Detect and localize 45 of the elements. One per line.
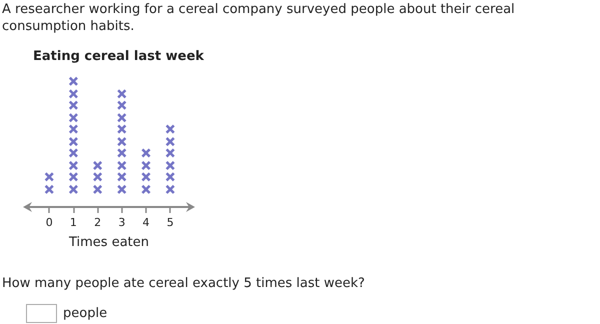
point [93, 161, 102, 170]
point [68, 113, 78, 122]
point [142, 161, 151, 170]
point [68, 184, 78, 194]
point [68, 76, 78, 86]
text: people [63, 306, 108, 321]
x-tick-label: 2 [94, 216, 102, 229]
point [68, 172, 78, 182]
point [93, 172, 102, 182]
text: How many people ate cereal exactly 5 times last week? [2, 276, 365, 291]
point [142, 172, 151, 182]
point [44, 184, 54, 194]
point [68, 137, 78, 146]
point [142, 184, 151, 194]
point [117, 137, 126, 146]
text: A researcher working for a cereal company surveyed people about their cereal consumption habits. [2, 1, 516, 35]
point [166, 184, 175, 194]
point [117, 184, 126, 194]
x-tick-label: 4 [142, 216, 150, 229]
point [68, 161, 78, 170]
point [93, 184, 102, 194]
point [166, 124, 175, 134]
point [166, 172, 175, 182]
point [117, 124, 126, 134]
point [117, 89, 126, 98]
point [166, 161, 175, 170]
x-tick-label: 0 [46, 216, 53, 229]
point [117, 172, 126, 182]
point [68, 124, 78, 134]
point [68, 89, 78, 98]
x-tick-label: 5 [166, 216, 174, 229]
x-axis-title: Times eaten [68, 235, 150, 250]
chart-title: Eating cereal last week [33, 49, 204, 64]
point [68, 148, 78, 158]
point [142, 148, 151, 158]
point [117, 148, 126, 158]
point [117, 113, 126, 122]
point [166, 137, 175, 146]
point [68, 100, 78, 110]
point [117, 161, 126, 170]
x-tick-label: 3 [118, 216, 126, 229]
point [44, 172, 54, 182]
point [117, 100, 126, 110]
x-tick-label: 1 [70, 216, 77, 229]
point [166, 148, 175, 158]
